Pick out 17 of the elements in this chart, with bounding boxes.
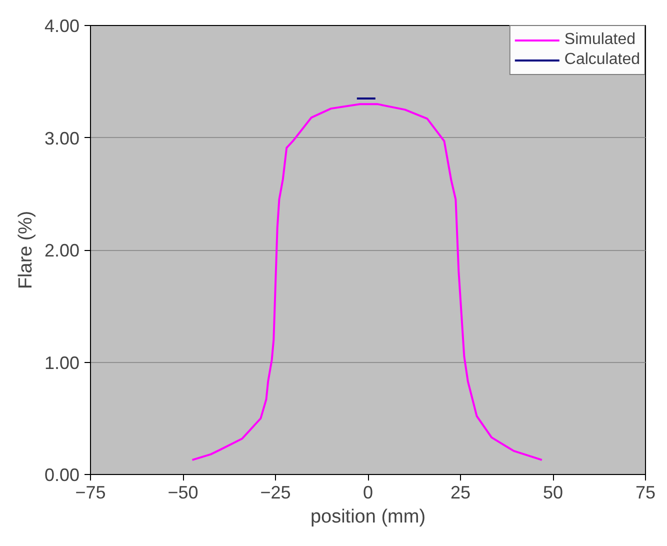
legend-label: Calculated bbox=[564, 51, 640, 69]
y-tick-label: 3.00 bbox=[44, 128, 80, 148]
y-tick-label: 4.00 bbox=[44, 16, 80, 36]
x-tick-label: 0 bbox=[362, 482, 374, 502]
x-axis-title: position (mm) bbox=[310, 506, 426, 528]
y-tick-label: 0.00 bbox=[44, 465, 80, 485]
x-tick-label: −25 bbox=[260, 482, 291, 502]
legend-label: Simulated bbox=[564, 31, 636, 49]
y-tick-label: 2.00 bbox=[44, 240, 80, 260]
x-tick-label: 25 bbox=[450, 482, 471, 502]
line-series bbox=[191, 103, 543, 461]
x-tick-label: 50 bbox=[542, 482, 564, 502]
y-axis-title: Flare (%) bbox=[15, 210, 36, 290]
y-tick-label: 1.00 bbox=[44, 352, 80, 373]
x-tick-label: −50 bbox=[168, 482, 198, 502]
x-tick-label: −75 bbox=[75, 482, 106, 502]
x-tick-label: 75 bbox=[635, 482, 656, 502]
